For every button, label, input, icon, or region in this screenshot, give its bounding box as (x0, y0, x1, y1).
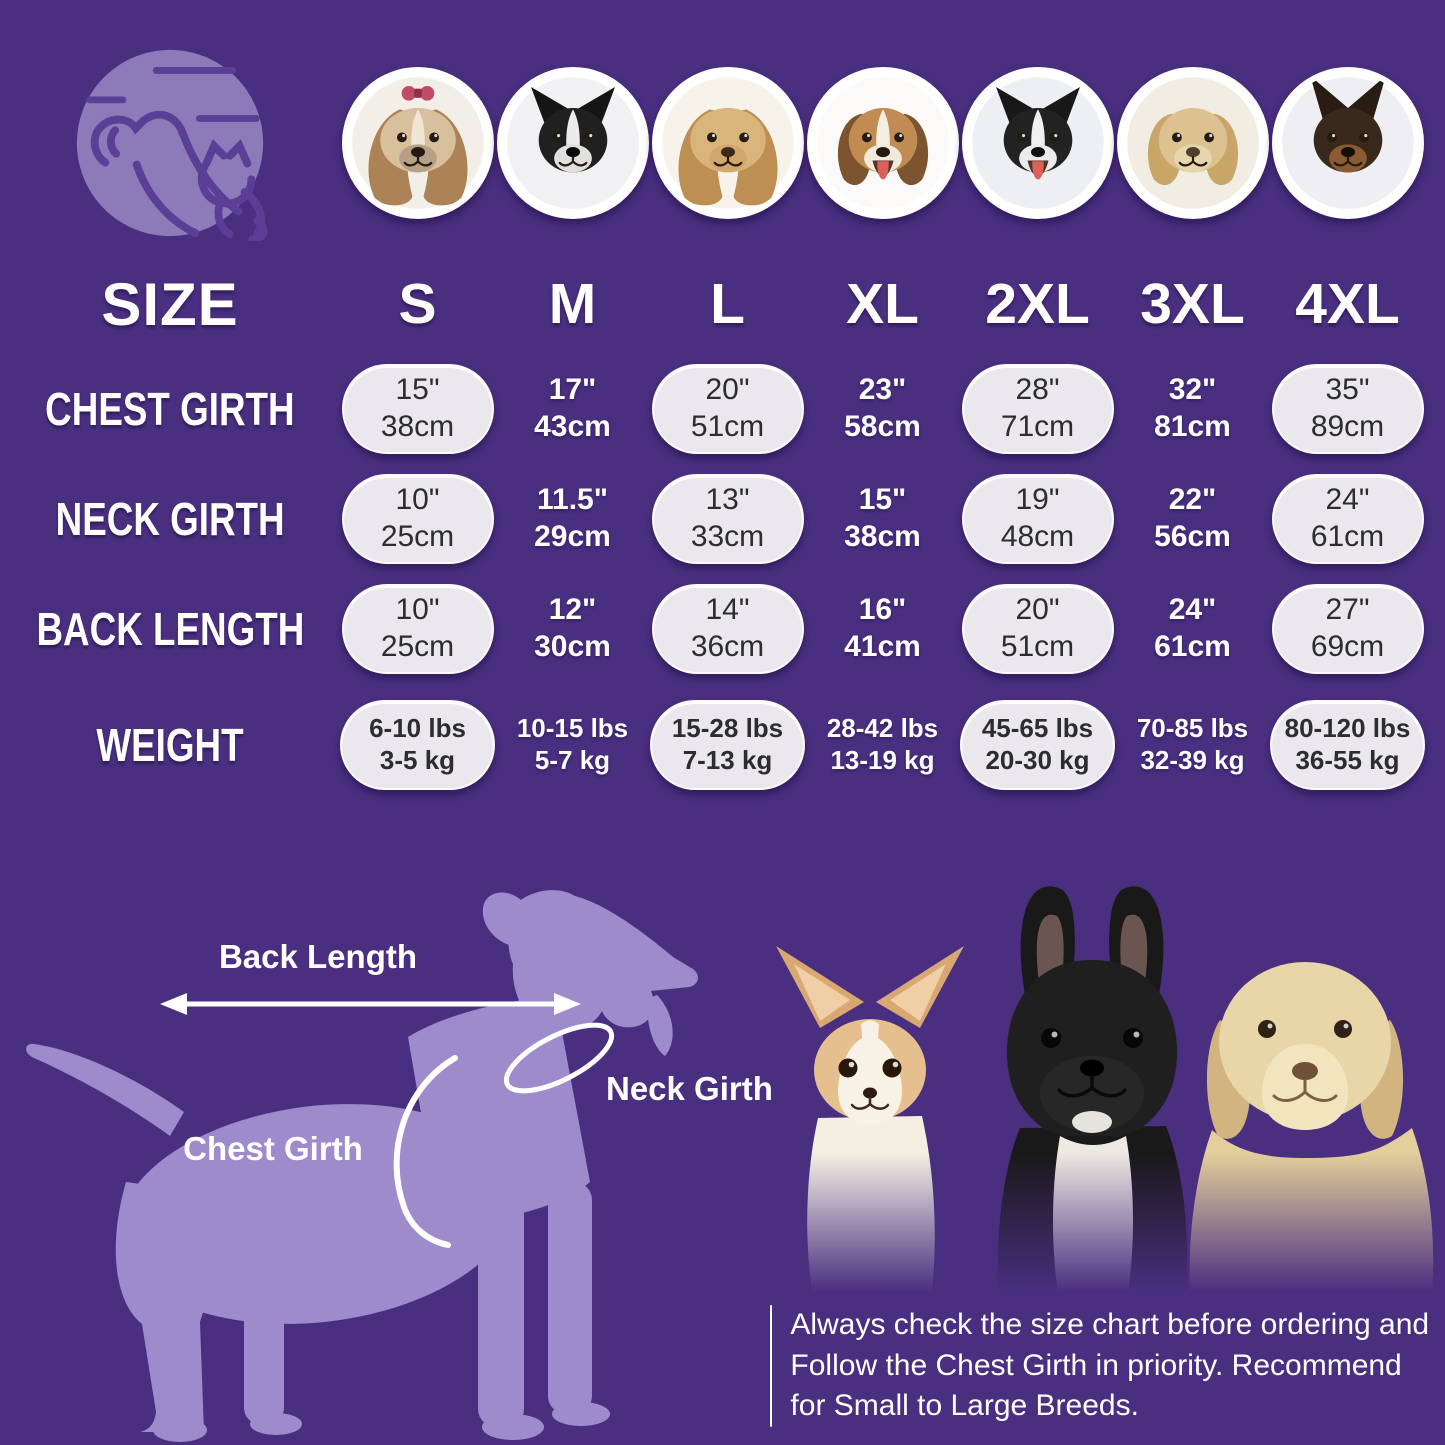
size-chart-grid: SIZE S M L XL 2XL 3XL 4XL CHEST GIRTH 15… (0, 32, 1425, 806)
column-header-m: M (548, 272, 597, 336)
breed-photo-cocker-spaniel (651, 67, 804, 219)
weight-l: 15-28 lbs 7-13 kg (650, 684, 805, 806)
back-length-s: 10" 25cm (340, 574, 495, 684)
sizing-note: Always check the size chart before order… (770, 1305, 1442, 1427)
chest-girth-l: 20" 51cm (650, 354, 805, 464)
breed-photo-border-collie (961, 67, 1114, 219)
back-length-m: 12" 30cm (534, 593, 611, 663)
note-text: Always check the size chart before order… (790, 1308, 1430, 1422)
back-length-4xl: 27" 69cm (1270, 574, 1425, 684)
neck-girth-m: 11.5" 29cm (534, 483, 611, 553)
chest-girth-s: 15" 38cm (340, 354, 495, 464)
dog-hind-leg-2 (244, 1282, 284, 1424)
breed-photo-doberman (1271, 67, 1424, 219)
weight-xl: 28-42 lbs 13-19 kg (826, 713, 939, 775)
dog-tail (26, 1043, 184, 1136)
chest-girth-m: 17" 43cm (534, 373, 611, 443)
chest-girth-4xl: 35" 89cm (1270, 354, 1425, 464)
row-label-chest-girth: CHEST GIRTH (45, 383, 295, 435)
column-header-2xl: 2XL (985, 272, 1090, 336)
dog-body (119, 1104, 517, 1324)
dog-tongue (647, 995, 673, 1056)
dog-silhouette-diagram: Back Length Neck Girth Chest Girth (26, 890, 773, 1442)
dog-and-cat-logo (72, 45, 268, 241)
dog-head (508, 890, 698, 1033)
column-header-4xl: 4XL (1295, 272, 1400, 336)
brand-logo-cell (0, 32, 340, 254)
arrow-left (160, 993, 187, 1015)
column-header-s: S (398, 272, 437, 336)
breed-photo-labrador (1116, 67, 1269, 219)
chest-girth-label: Chest Girth (183, 1130, 363, 1167)
neck-girth-2xl: 19" 48cm (960, 464, 1115, 574)
column-header-xl: XL (846, 272, 919, 336)
size-header-label: SIZE (101, 270, 239, 338)
neck-girth-4xl: 24" 61cm (1270, 464, 1425, 574)
breed-photo-boston-terrier (496, 67, 649, 219)
neck-girth-xl: 15" 38cm (844, 483, 921, 553)
row-label-back-length: BACK LENGTH (36, 603, 304, 655)
chest-girth-3xl: 32" 81cm (1154, 373, 1231, 443)
note-accent-bar (770, 1305, 773, 1427)
neck-girth-s: 10" 25cm (340, 464, 495, 574)
dog-front-leg (478, 1187, 524, 1427)
labrador-photo (1189, 962, 1434, 1292)
neck-girth-curve (503, 1022, 615, 1094)
dog-hind-leg (115, 1182, 216, 1432)
dog-and-cat-logo-art (76, 49, 268, 241)
breed-photo-beagle (806, 67, 959, 219)
dog-neck (408, 998, 590, 1220)
arrow-right (554, 993, 581, 1015)
weight-m: 10-15 lbs 5-7 kg (516, 713, 629, 775)
french-bulldog-photo (997, 886, 1188, 1292)
breed-photo-shih-tzu (341, 67, 494, 219)
back-length-3xl: 24" 61cm (1154, 593, 1231, 663)
dog-front-leg-2 (548, 1182, 592, 1414)
weight-4xl: 80-120 lbs 36-55 kg (1270, 684, 1425, 806)
weight-s: 6-10 lbs 3-5 kg (340, 684, 495, 806)
back-length-2xl: 20" 51cm (960, 574, 1115, 684)
column-header-l: L (710, 272, 745, 336)
chest-girth-curve (393, 1055, 458, 1248)
back-length-l: 14" 36cm (650, 574, 805, 684)
weight-3xl: 70-85 lbs 32-39 kg (1136, 713, 1249, 775)
chest-girth-2xl: 28" 71cm (960, 354, 1115, 464)
chihuahua-photo (776, 946, 964, 1292)
dog-ear (482, 892, 523, 946)
measurement-annotations: Back Length Neck Girth Chest Girth (160, 938, 773, 1248)
neck-girth-l: 13" 33cm (650, 464, 805, 574)
row-label-weight: WEIGHT (96, 719, 244, 771)
row-label-neck-girth: NECK GIRTH (55, 493, 285, 545)
column-header-3xl: 3XL (1140, 272, 1245, 336)
back-length-label: Back Length (219, 938, 417, 975)
chest-girth-xl: 23" 58cm (844, 373, 921, 443)
back-length-xl: 16" 41cm (844, 593, 921, 663)
measurement-diagram: Back Length Neck Girth Chest Girth (8, 852, 798, 1445)
weight-2xl: 45-65 lbs 20-30 kg (960, 684, 1115, 806)
neck-girth-label: Neck Girth (606, 1070, 773, 1107)
hero-dogs-photo (720, 830, 1445, 1292)
neck-girth-3xl: 22" 56cm (1154, 483, 1231, 553)
